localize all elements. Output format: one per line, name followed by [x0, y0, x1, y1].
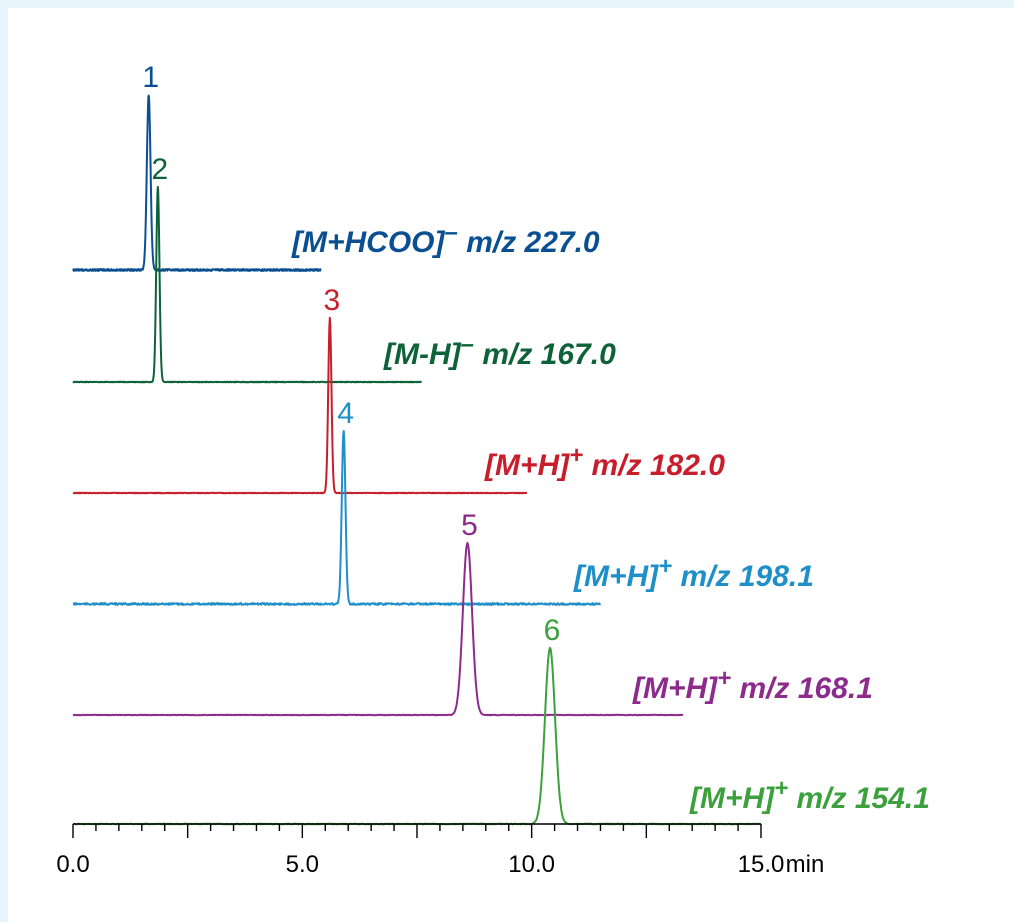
trace-label-ion: [M+HCOO]: [291, 226, 446, 259]
peak-label-1: 1: [142, 61, 159, 94]
trace-2: [72, 185, 423, 384]
trace-label-charge: +: [717, 665, 731, 692]
trace-label-charge: –: [461, 331, 474, 358]
trace-label-mz: m/z 182.0: [583, 449, 725, 482]
peak-label-6: 6: [544, 614, 561, 647]
trace-label-ion: [M+H]: [689, 782, 775, 815]
trace-label-ion: [M-H]: [383, 338, 462, 371]
x-tick-label: 0.0: [56, 851, 89, 878]
peak-label-4: 4: [337, 397, 354, 430]
trace-4: [72, 430, 602, 606]
trace-label-ion: [M+H]: [484, 449, 570, 482]
x-tick-label: 10.0: [508, 851, 555, 878]
trace-label-mz: m/z 198.1: [672, 560, 814, 593]
labels-group: 1[M+HCOO]– m/z 227.02[M-H]– m/z 167.03[M…: [142, 61, 930, 815]
trace-label-ion: [M+H]: [573, 560, 659, 593]
trace-label-1: [M+HCOO]– m/z 227.0: [291, 219, 600, 259]
trace-3: [72, 316, 528, 495]
trace-5: [72, 541, 684, 717]
trace-label-4: [M+H]+ m/z 198.1: [573, 553, 814, 593]
x-unit-label: min: [786, 851, 825, 878]
trace-label-mz: m/z 167.0: [474, 338, 616, 371]
trace-label-charge: +: [569, 442, 583, 469]
trace-label-2: [M-H]– m/z 167.0: [383, 331, 616, 371]
x-tick-label: 5.0: [286, 851, 319, 878]
trace-label-5: [M+H]+ m/z 168.1: [632, 665, 873, 705]
trace-1: [72, 94, 322, 272]
trace-label-6: [M+H]+ m/z 154.1: [689, 775, 930, 815]
trace-label-mz: m/z 227.0: [458, 226, 600, 259]
trace-label-3: [M+H]+ m/z 182.0: [484, 442, 725, 482]
x-tick-label: 15.0: [738, 851, 785, 878]
trace-label-ion: [M+H]: [632, 672, 718, 705]
trace-label-charge: +: [774, 775, 788, 802]
peak-label-3: 3: [324, 284, 341, 317]
trace-label-charge: +: [658, 553, 672, 580]
chart-panel: [8, 8, 1014, 922]
x-axis: 0.0 5.0 10.0 15.0 min: [56, 823, 825, 878]
peak-label-2: 2: [152, 153, 169, 186]
trace-label-mz: m/z 168.1: [731, 672, 873, 705]
trace-label-charge: –: [445, 219, 458, 246]
trace-label-mz: m/z 154.1: [788, 782, 930, 815]
peak-label-5: 5: [461, 509, 478, 542]
